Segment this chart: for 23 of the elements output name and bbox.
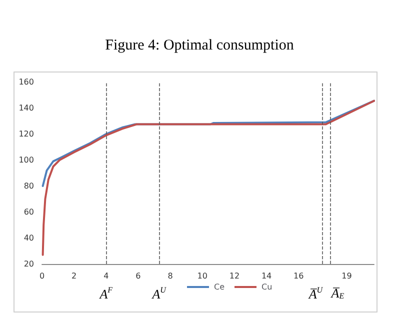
y-tick-label: 40 [24, 234, 34, 242]
legend-label: Cu [262, 282, 272, 292]
x-tick-label: 12 [229, 272, 240, 280]
chart-title: Figure 4: Optimal consumption [105, 38, 294, 54]
x-tick-label: 6 [136, 272, 141, 280]
x-tick-label: 4 [104, 272, 109, 280]
y-tick-label: 60 [24, 208, 34, 216]
y-tick-label: 80 [24, 182, 34, 190]
x-tick-label: 19 [342, 272, 352, 280]
x-tick-label: 16 [294, 272, 304, 280]
x-tick-label: 8 [168, 272, 173, 280]
y-tick-label: 120 [18, 130, 34, 138]
line-series [42, 100, 375, 256]
x-tick-label: 2 [72, 272, 77, 280]
y-tick-label: 100 [18, 156, 34, 164]
y-tick-label: 160 [18, 78, 34, 86]
ref-line-label: A̅E [330, 286, 344, 300]
x-tick-label: 0 [39, 272, 45, 280]
legend-label: Ce [214, 282, 225, 292]
y-tick-label: 20 [24, 260, 34, 268]
x-tick-label: 14 [261, 272, 272, 280]
y-tick-label: 140 [18, 104, 34, 112]
x-tick-label: 10 [197, 272, 208, 280]
